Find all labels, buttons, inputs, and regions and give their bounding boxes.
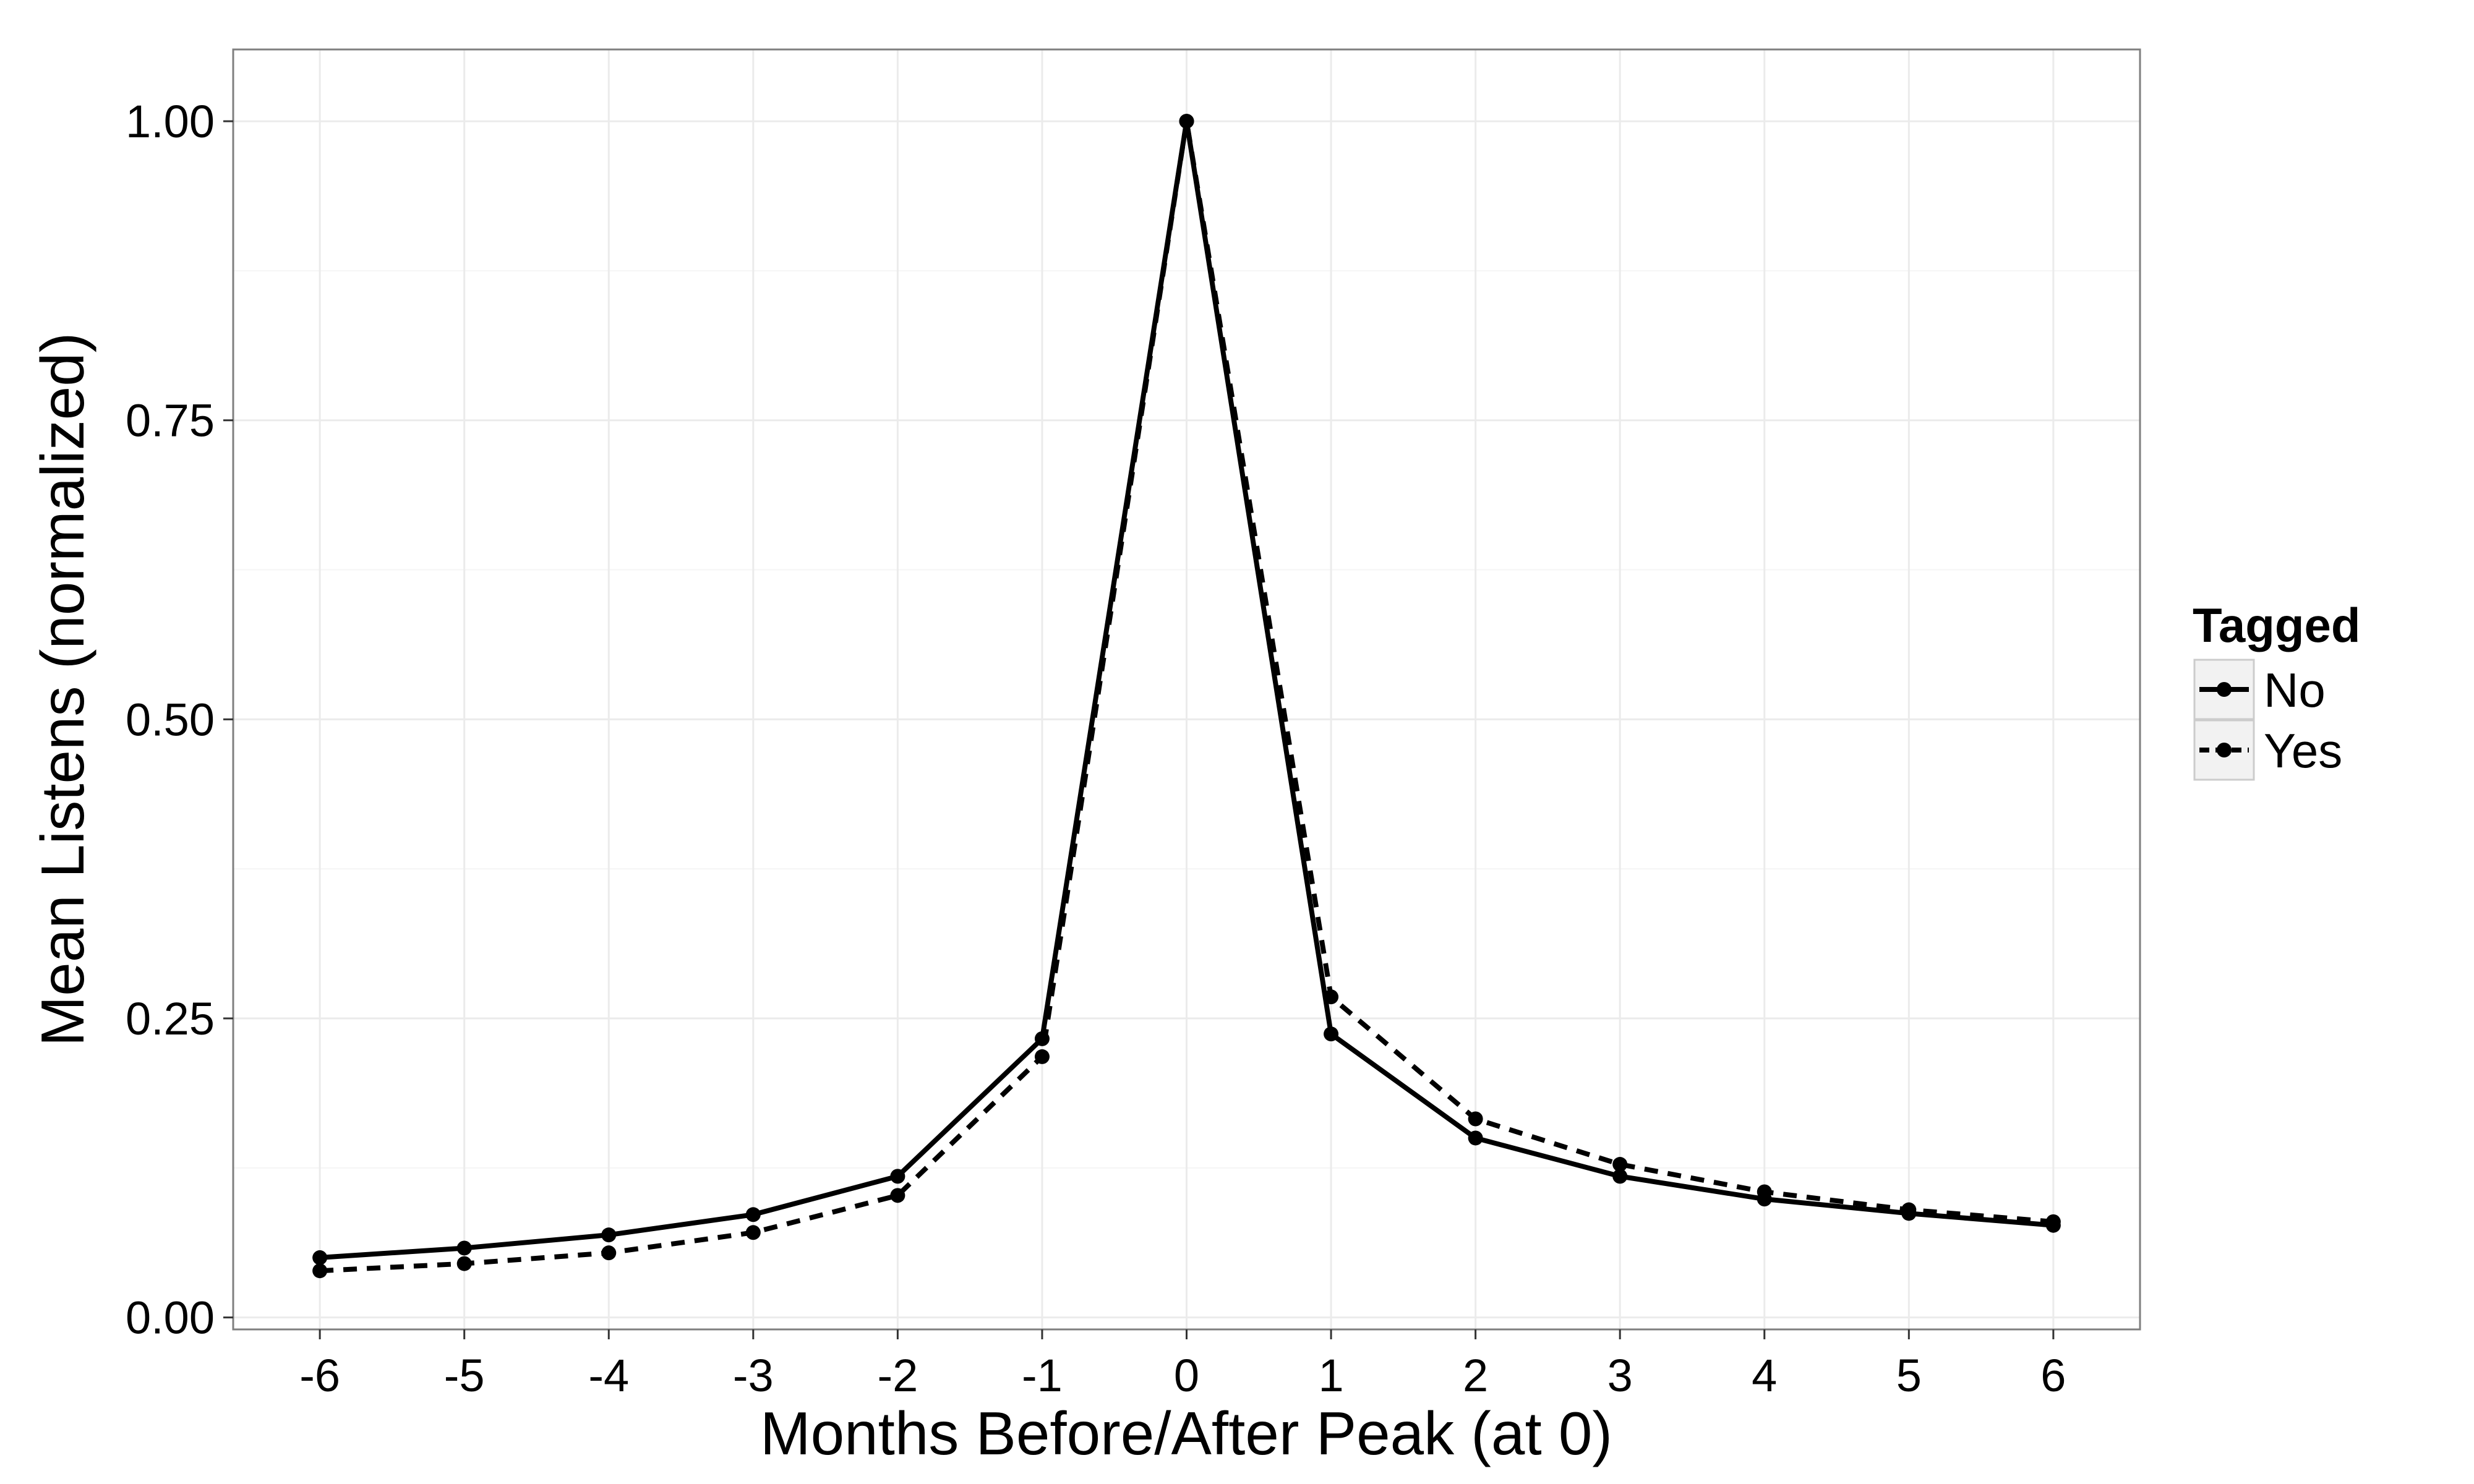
legend: Tagged No Yes (2193, 598, 2361, 781)
x-tick-label: 0 (1174, 1350, 1199, 1401)
legend-key-yes (2193, 719, 2255, 781)
data-point-no (745, 1207, 761, 1222)
x-tick-label: -3 (733, 1350, 774, 1401)
y-tick-label: 0.50 (126, 694, 215, 745)
data-point-yes (1468, 1111, 1483, 1127)
data-point-no (456, 1240, 472, 1256)
x-tick-label: 3 (1607, 1350, 1633, 1401)
x-tick-label: -4 (588, 1350, 629, 1401)
data-point-no (890, 1169, 905, 1184)
data-point-yes (890, 1188, 905, 1203)
data-point-no (312, 1250, 328, 1265)
data-point-yes (2045, 1214, 2061, 1229)
data-point-yes (1612, 1157, 1628, 1172)
data-point-yes (1034, 1049, 1050, 1064)
data-point-yes (312, 1263, 328, 1279)
data-point-yes (456, 1256, 472, 1271)
y-tick-label: 0.00 (126, 1292, 215, 1344)
data-point-yes (1757, 1184, 1772, 1200)
x-tick-label: -2 (877, 1350, 918, 1401)
series-yes (312, 114, 2061, 1279)
x-axis-title: Months Before/After Peak (at 0) (760, 1399, 1612, 1467)
legend-key-no (2193, 659, 2255, 720)
legend-label-yes: Yes (2264, 723, 2342, 778)
x-tick-label: 5 (1896, 1350, 1922, 1401)
data-point-no (601, 1227, 617, 1243)
legend-label-no: No (2264, 663, 2326, 717)
data-point-no (1612, 1169, 1628, 1184)
data-point-yes (745, 1225, 761, 1240)
y-tick-label: 0.25 (126, 993, 215, 1044)
data-point-yes (1179, 114, 1194, 129)
grid-lines (233, 49, 2140, 1329)
legend-title: Tagged (2193, 598, 2361, 652)
x-tick-label: 1 (1318, 1350, 1343, 1401)
legend-key-point (2217, 682, 2232, 697)
x-tick-label: 6 (2040, 1350, 2066, 1401)
axes: 0.00 0.25 0.50 0.75 1.00 -6 -5 -4 -3 -2 -1 0 1 2 3 4 5 6 (126, 96, 2066, 1401)
data-point-yes (1901, 1202, 1917, 1217)
data-point-yes (1324, 989, 1339, 1005)
y-tick-label: 1.00 (126, 96, 215, 147)
series-layer (312, 114, 2061, 1279)
x-tick-label: -6 (299, 1350, 340, 1401)
data-point-no (1468, 1130, 1483, 1146)
y-axis-title: Mean Listens (normalized) (28, 333, 96, 1047)
data-point-yes (601, 1245, 617, 1261)
legend-key-point (2217, 743, 2232, 757)
y-tick-label: 0.75 (126, 395, 215, 446)
x-tick-label: -5 (444, 1350, 485, 1401)
x-tick-label: 4 (1752, 1350, 1777, 1401)
data-point-no (1324, 1026, 1339, 1042)
x-tick-label: -1 (1022, 1350, 1063, 1401)
x-tick-label: 2 (1463, 1350, 1488, 1401)
